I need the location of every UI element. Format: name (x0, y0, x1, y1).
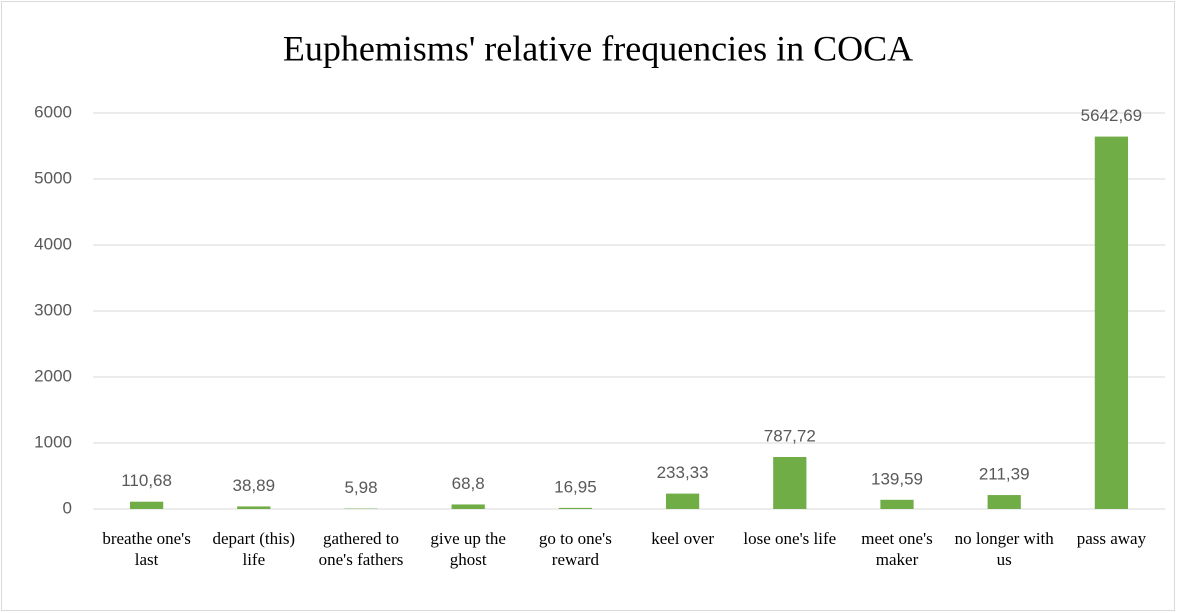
bar (237, 506, 271, 509)
y-tick-label: 1000 (34, 432, 72, 451)
y-tick-label: 5000 (34, 168, 72, 187)
y-tick-label: 0 (63, 498, 72, 517)
data-label: 16,95 (554, 477, 597, 496)
chart-title: Euphemisms' relative frequencies in COCA (283, 28, 913, 68)
bar (1094, 136, 1129, 509)
bar (665, 493, 700, 509)
x-tick-label: go to one's reward (538, 529, 612, 569)
x-tick-label: meet one's maker (861, 529, 933, 569)
data-label: 110,68 (121, 471, 172, 490)
data-label: 68,8 (452, 474, 485, 493)
y-tick-label: 2000 (34, 366, 72, 385)
data-label: 5,98 (344, 478, 377, 497)
bar (451, 504, 485, 509)
x-tick-label: gathered to one's fathers (318, 529, 404, 569)
x-tick-label: give up the ghost (430, 529, 506, 569)
x-tick-label: no longer with us (954, 529, 1054, 569)
data-label: 233,33 (657, 463, 709, 482)
y-tick-label: 3000 (34, 300, 72, 319)
y-tick-label: 6000 (34, 102, 72, 121)
bar (558, 507, 593, 509)
data-label: 139,59 (871, 469, 923, 488)
bar (129, 501, 164, 509)
y-tick-label: 4000 (34, 234, 72, 253)
x-tick-label: breathe one's last (102, 529, 191, 569)
x-tick-label: keel over (651, 529, 714, 548)
data-label: 211,39 (979, 465, 1030, 484)
bar (880, 499, 914, 509)
data-label: 787,72 (764, 426, 816, 445)
bar (773, 457, 807, 509)
data-label: 5642,69 (1081, 106, 1142, 125)
x-tick-label: pass away (1076, 529, 1147, 548)
bar (987, 495, 1021, 509)
data-label: 38,89 (233, 476, 276, 495)
x-tick-label: lose one's life (743, 529, 837, 548)
x-tick-label: depart (this) life (212, 529, 296, 569)
